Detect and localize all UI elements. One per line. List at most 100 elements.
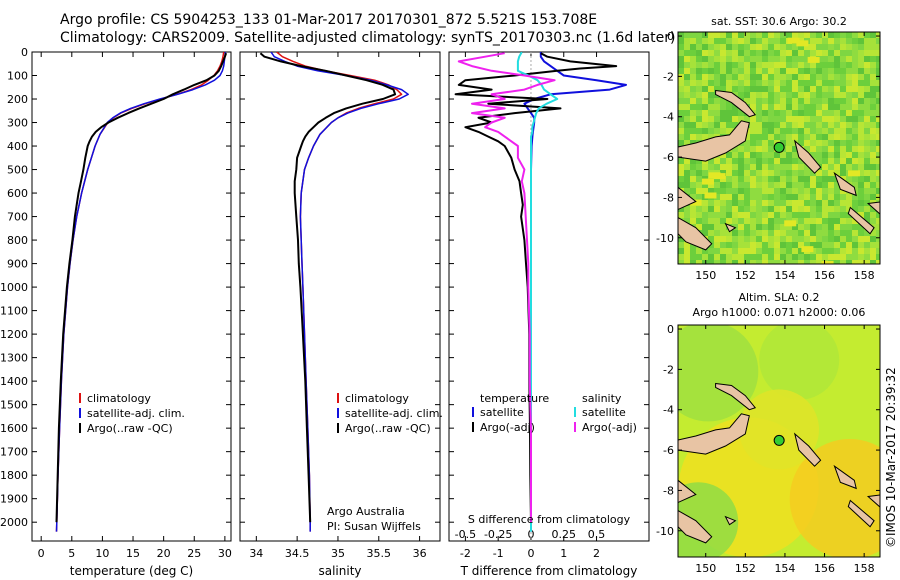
sst-pixel — [696, 110, 702, 116]
sst-pixel — [738, 254, 744, 260]
sst-pixel — [858, 74, 864, 80]
sst-pixel — [678, 86, 684, 92]
sst-pixel — [732, 248, 738, 254]
sst-pixel — [702, 68, 708, 74]
sst-pixel — [768, 68, 774, 74]
sst-pixel — [756, 152, 762, 158]
sst-pixel — [696, 38, 702, 44]
sst-pixel — [768, 170, 774, 176]
sst-pixel — [744, 218, 750, 224]
sst-pixel — [852, 200, 858, 206]
sst-pixel — [750, 158, 756, 164]
sst-pixel — [762, 242, 768, 248]
sst-pixel — [798, 140, 804, 146]
sst-pixel — [762, 80, 768, 86]
sst-pixel — [858, 32, 864, 38]
difference-legend-temperature-title: temperature — [480, 392, 549, 405]
longitude-tick-label: 158 — [854, 562, 875, 575]
sst-pixel — [822, 236, 828, 242]
sst-pixel — [852, 86, 858, 92]
sst-pixel — [684, 188, 690, 194]
sst-pixel — [858, 62, 864, 68]
sst-pixel — [786, 68, 792, 74]
sst-pixel — [810, 104, 816, 110]
sst-pixel — [690, 56, 696, 62]
sst-pixel — [876, 236, 880, 242]
sst-pixel — [684, 116, 690, 122]
sst-pixel — [840, 38, 846, 44]
sst-pixel — [738, 146, 744, 152]
sst-pixel — [732, 68, 738, 74]
sst-pixel — [870, 230, 876, 236]
sst-pixel — [852, 242, 858, 248]
sst-pixel — [846, 92, 852, 98]
sst-pixel — [834, 236, 840, 242]
sst-pixel — [858, 140, 864, 146]
sst-pixel — [738, 86, 744, 92]
sst-pixel — [870, 32, 876, 38]
sst-pixel — [822, 212, 828, 218]
sst-pixel — [774, 74, 780, 80]
sst-pixel — [822, 164, 828, 170]
sst-pixel — [864, 158, 870, 164]
sst-pixel — [840, 32, 846, 38]
sst-pixel — [828, 32, 834, 38]
sst-pixel — [732, 182, 738, 188]
sst-pixel — [684, 128, 690, 134]
sst-pixel — [822, 146, 828, 152]
sst-pixel — [684, 86, 690, 92]
sst-pixel — [840, 92, 846, 98]
sst-pixel — [870, 182, 876, 188]
sst-pixel — [714, 122, 720, 128]
sst-pixel — [732, 164, 738, 170]
sst-pixel — [876, 92, 880, 98]
sst-pixel — [756, 242, 762, 248]
temperature-difference-tick-label: 1 — [560, 547, 567, 560]
sst-pixel — [738, 248, 744, 254]
sst-pixel — [834, 50, 840, 56]
sst-pixel — [774, 194, 780, 200]
sst-pixel — [750, 224, 756, 230]
sst-pixel — [864, 104, 870, 110]
sst-pixel — [720, 248, 726, 254]
sst-pixel — [750, 236, 756, 242]
sst-pixel — [822, 254, 828, 260]
sst-pixel — [708, 224, 714, 230]
sst-pixel — [750, 32, 756, 38]
sst-pixel — [714, 158, 720, 164]
sst-pixel — [834, 248, 840, 254]
sst-pixel — [744, 50, 750, 56]
sst-pixel — [864, 74, 870, 80]
sst-pixel — [684, 254, 690, 260]
sst-pixel — [708, 122, 714, 128]
latitude-tick-label: -2 — [663, 363, 674, 376]
sst-pixel — [762, 146, 768, 152]
sst-pixel — [684, 62, 690, 68]
sst-pixel — [756, 116, 762, 122]
sst-pixel — [870, 50, 876, 56]
sst-pixel — [768, 110, 774, 116]
sst-pixel — [684, 50, 690, 56]
sst-pixel — [876, 152, 880, 158]
sst-pixel — [846, 254, 852, 260]
sst-pixel — [828, 218, 834, 224]
sst-pixel — [768, 200, 774, 206]
sst-pixel — [708, 134, 714, 140]
sst-pixel — [816, 248, 822, 254]
latitude-tick-label: 0 — [667, 323, 674, 336]
sst-pixel — [738, 38, 744, 44]
sst-pixel — [852, 38, 858, 44]
latitude-tick-label: -6 — [663, 444, 674, 457]
sst-pixel — [792, 50, 798, 56]
sst-pixel — [846, 62, 852, 68]
sst-pixel — [846, 242, 852, 248]
sst-pixel — [792, 68, 798, 74]
sst-pixel — [834, 74, 840, 80]
sst-pixel — [840, 80, 846, 86]
longitude-tick-label: 154 — [774, 562, 795, 575]
sst-pixel — [732, 80, 738, 86]
sst-pixel — [750, 248, 756, 254]
sst-pixel — [756, 50, 762, 56]
sst-pixel — [774, 218, 780, 224]
sst-pixel — [762, 62, 768, 68]
